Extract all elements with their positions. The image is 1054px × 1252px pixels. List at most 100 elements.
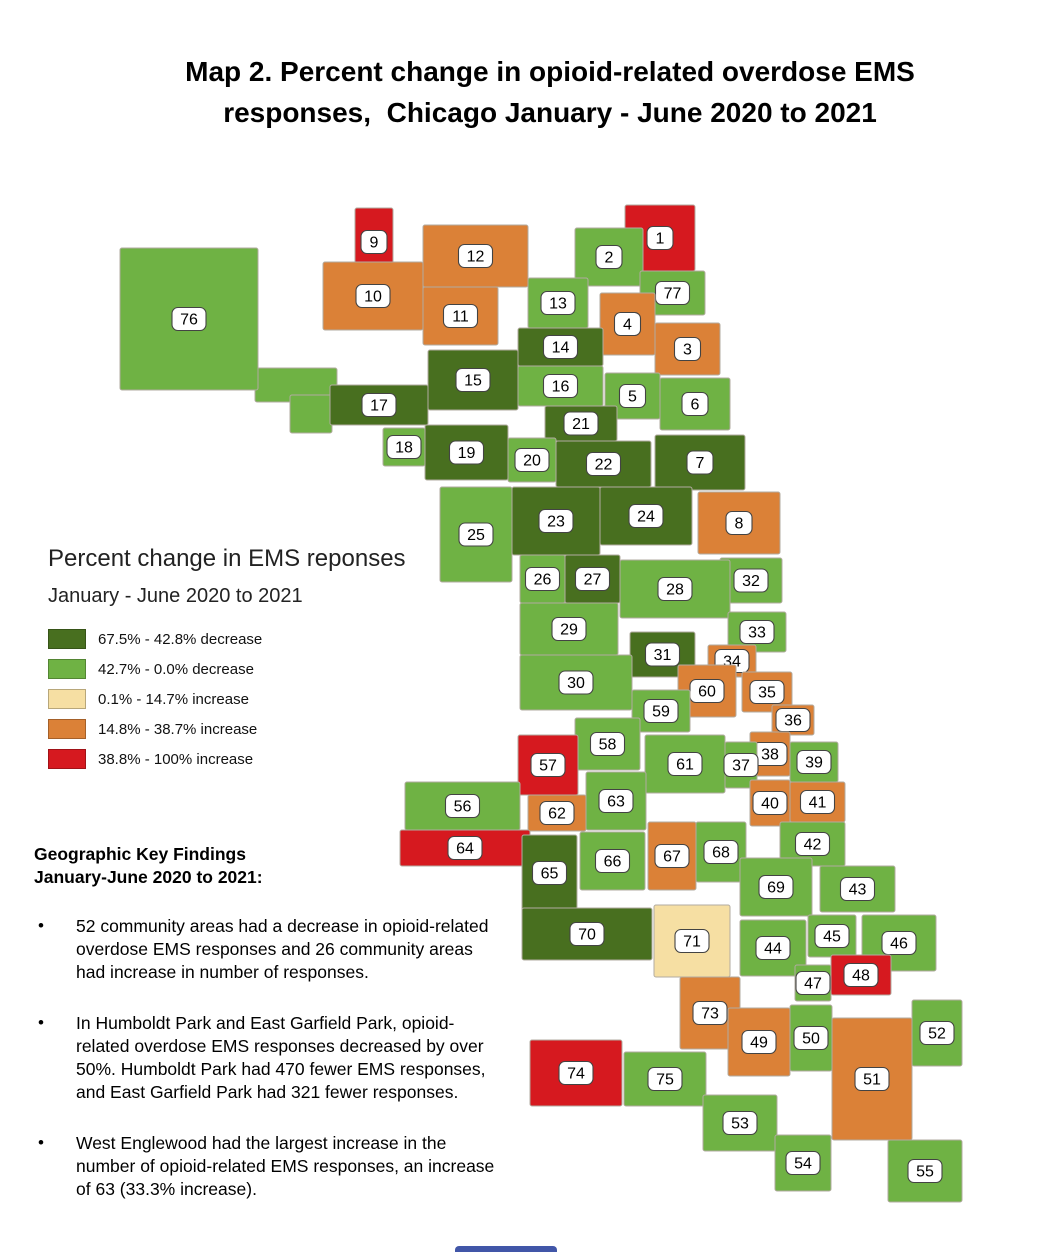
area-number-pill [722,1110,758,1136]
community-area-45: 45 [807,914,857,958]
area-number-label: 31 [654,647,672,664]
area-number-pill [749,679,785,705]
community-area-9: 9 [354,207,394,277]
area-number-pill [673,336,702,362]
page-footer-accent [455,1246,557,1252]
legend-items: 67.5% - 42.8% decrease 42.7% - 0.0% decr… [48,624,468,774]
community-area-50: 50 [789,1004,833,1072]
area-number-label: 26 [534,572,552,589]
community-area-10: 10 [322,261,424,331]
community-area-69: 69 [739,857,813,917]
key-findings-heading-line1: Geographic Key Findings [34,844,246,864]
area-number-label: 1 [656,231,665,248]
community-area-23: 23 [511,486,601,556]
community-area-2: 2 [574,227,644,287]
area-number-label: 58 [599,737,617,754]
legend-swatch-cream [48,689,86,709]
area-number-label: 22 [595,457,613,474]
community-area-8: 8 [697,491,781,555]
area-number-pill [538,508,574,534]
legend-title: Percent change in EMS reponses [48,545,406,572]
area-number-pill [542,334,579,360]
community-area-13: 13 [527,277,589,329]
community-area-43: 43 [819,865,896,913]
bullet-icon [34,1012,76,1104]
map-title-line2: responses, Chicago January - June 2020 t… [223,96,877,128]
community-area-3: 3 [654,322,721,376]
community-area-57: 57 [517,734,579,796]
area-number-pill [455,367,491,393]
area-number-label: 8 [735,516,744,533]
area-number-label: 59 [652,704,670,721]
area-number-label: 15 [464,373,482,390]
community-area-67: 67 [647,821,697,891]
area-number-pill [598,788,634,814]
area-number-label: 44 [764,941,782,958]
area-number-pill [843,962,879,988]
area-number-label: 55 [916,1164,934,1181]
key-findings-list: 52 community areas had a decrease in opi… [34,915,500,1202]
area-number-pill [907,1158,943,1184]
area-number-pill [723,752,759,778]
area-number-label: 10 [364,289,382,306]
area-number-label: 28 [666,582,684,599]
area-number-label: 49 [750,1035,768,1052]
area-number-pill [360,229,388,255]
area-number-pill [814,923,850,949]
area-number-label: 33 [748,625,766,642]
area-number-pill [755,935,791,961]
area-number-pill [569,921,605,947]
area-number-pill [448,440,485,465]
community-area-59: 59 [631,689,691,733]
area-number-pill [725,510,753,536]
key-findings-heading-line2: January-June 2020 to 2021: [34,866,263,887]
community-area-55: 55 [887,1139,963,1203]
map-title: Map 2. Percent change in opioid-related … [110,52,990,133]
area-number-pill [703,839,739,865]
area-number-label: 37 [732,758,750,775]
community-area-63: 63 [585,771,647,831]
community-area-20: 20 [507,437,557,483]
area-number-label: 64 [456,841,474,858]
community-area-61: 61 [644,734,726,794]
area-number-label: 18 [395,440,413,457]
area-number-label: 50 [802,1031,820,1048]
area-number-label: 52 [928,1026,946,1043]
key-findings: Geographic Key Findings January-June 202… [34,843,500,1229]
area-number-label: 4 [623,317,632,334]
area-number-label: 42 [804,837,822,854]
area-number-label: 13 [549,296,567,313]
area-number-label: 69 [767,880,785,897]
key-finding-item: West Englewood had the largest increase … [34,1132,500,1201]
legend-swatch-red [48,749,86,769]
community-area-40: 40 [749,779,791,827]
community-area-54: 54 [774,1134,832,1192]
area-number-label: 41 [809,795,827,812]
area-number-label: 40 [761,796,779,813]
area-number-pill [585,451,622,477]
area-number-label: 24 [637,509,655,526]
key-finding-item: In Humboldt Park and East Garfield Park,… [34,1012,500,1104]
area-number-label: 14 [552,340,570,357]
community-area-65: 65 [521,834,578,912]
key-finding-text: In Humboldt Park and East Garfield Park,… [76,1012,486,1103]
area-number-label: 2 [605,250,614,267]
area-number-label: 47 [804,976,822,993]
area-number-label: 46 [890,936,908,953]
community-area-39: 39 [789,741,839,783]
area-number-pill [647,1066,683,1092]
area-number-pill [733,568,769,593]
area-number-label: 48 [852,968,870,985]
legend-swatch-orange [48,719,86,739]
area-number-label: 7 [696,455,705,472]
area-number-label: 74 [567,1066,585,1083]
area-number-pill [574,566,611,592]
community-area-30: 30 [519,654,633,711]
key-finding-text: West Englewood had the largest increase … [76,1133,495,1200]
community-area-74: 74 [529,1039,623,1107]
community-area-15: 15 [427,349,519,411]
area-number-label: 19 [458,445,476,462]
community-area-77: 77 [639,270,706,316]
community-area-33: 33 [727,611,787,653]
area-number-label: 11 [452,309,469,326]
